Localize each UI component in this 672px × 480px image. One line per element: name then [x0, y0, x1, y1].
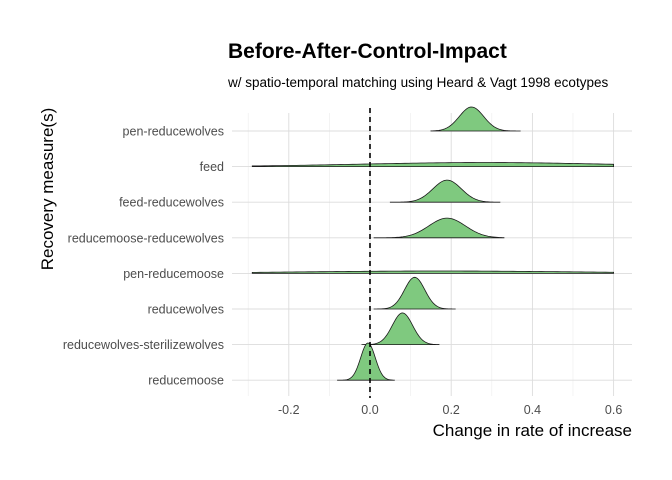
density-ridge-feed-reducewolves [389, 179, 501, 203]
chart-subtitle: w/ spatio-temporal matching using Heard … [227, 75, 608, 90]
chart-title: Before-After-Control-Impact [228, 40, 507, 63]
density-ridge-pen-reducewolves [430, 106, 521, 132]
density-ridge-reducemoose-reducewolves [373, 217, 505, 239]
grid [232, 113, 632, 396]
y-tick-label: feed [200, 160, 224, 174]
x-axis-label: Change in rate of increase [433, 421, 632, 440]
y-tick-label: reducemoose [148, 374, 224, 388]
y-tick-label: reducewolves [148, 303, 224, 317]
x-tick-label: 0.6 [605, 403, 622, 417]
density-ridge-pen-reducemoose [251, 270, 614, 274]
y-tick-label: feed-reducewolves [119, 196, 224, 210]
ridges [251, 106, 614, 398]
x-tick-label: 0.0 [361, 403, 378, 417]
density-ridge-feed [251, 162, 614, 167]
y-tick-label: pen-reducemoose [123, 267, 224, 281]
density-ridge-reducewolves-sterilizewolves [361, 312, 440, 345]
y-tick-label: pen-reducewolves [123, 125, 224, 139]
y-axis-label: Recovery measure(s) [38, 108, 57, 271]
x-tick-label: 0.4 [524, 403, 541, 417]
x-tick-label: 0.2 [443, 403, 460, 417]
x-tick-labels: -0.2 0.0 0.2 0.4 0.6 [278, 403, 622, 417]
density-ridge-reducemoose [337, 342, 395, 381]
y-tick-labels: pen-reducewolves feed feed-reducewolves red… [63, 125, 224, 388]
y-tick-label: reducewolves-sterilizewolves [63, 338, 224, 352]
density-ridge-reducewolves [373, 276, 456, 310]
y-tick-label: reducemoose-reducewolves [68, 231, 224, 245]
x-tick-label: -0.2 [278, 403, 300, 417]
